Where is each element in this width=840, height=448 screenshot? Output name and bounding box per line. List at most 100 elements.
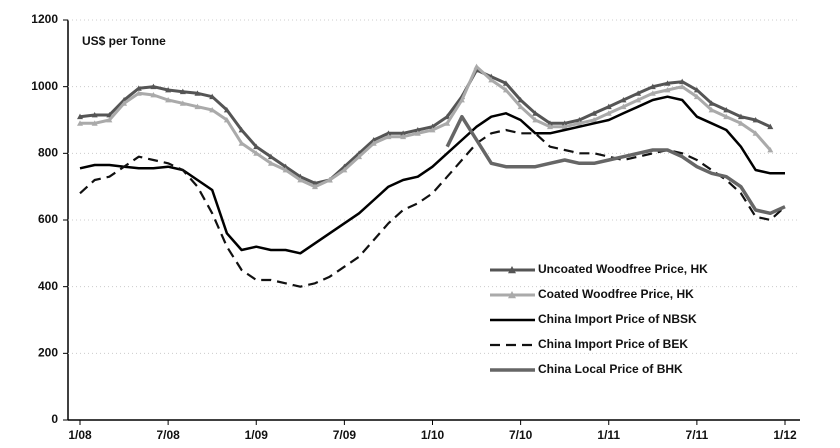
point-marker: [708, 107, 715, 113]
point-marker: [370, 140, 377, 146]
point-marker: [620, 103, 627, 110]
point-marker: [253, 143, 260, 150]
point-marker: [561, 120, 568, 126]
point-marker: [297, 177, 304, 183]
point-marker: [649, 90, 656, 96]
x-tick-label: 1/11: [597, 428, 620, 442]
point-marker: [106, 117, 113, 123]
y-tick-label: 1200: [31, 12, 58, 26]
point-marker: [664, 87, 671, 93]
point-marker: [473, 63, 480, 70]
point-marker: [194, 90, 201, 96]
point-marker: [91, 112, 98, 118]
point-marker: [561, 123, 568, 130]
point-marker: [605, 103, 612, 110]
point-marker: [400, 133, 407, 140]
point-marker: [400, 130, 407, 136]
x-tick-label: 7/09: [333, 428, 357, 442]
point-marker: [135, 90, 142, 96]
legend-label: Coated Woodfree Price, HK: [538, 287, 694, 301]
point-marker: [165, 97, 172, 103]
point-marker: [679, 78, 686, 85]
legend-label: China Import Price of NBSK: [538, 312, 697, 326]
point-marker: [723, 107, 730, 113]
point-marker: [150, 92, 157, 98]
legend-label: China Import Price of BEK: [538, 337, 688, 351]
x-tick-label: 7/08: [156, 428, 180, 442]
point-marker: [135, 85, 142, 91]
point-marker: [620, 97, 627, 103]
series-line: [79, 95, 785, 255]
point-marker: [121, 100, 128, 106]
point-marker: [414, 130, 421, 136]
point-marker: [179, 88, 186, 95]
point-marker: [77, 120, 83, 126]
point-marker: [209, 107, 216, 113]
x-tick-label: 7/10: [509, 428, 533, 442]
point-marker: [723, 113, 730, 120]
point-marker: [223, 107, 230, 113]
point-marker: [267, 160, 274, 166]
point-marker: [223, 117, 230, 123]
point-marker: [385, 130, 392, 136]
x-tick-label: 7/11: [686, 428, 709, 442]
y-tick-label: 400: [38, 279, 58, 293]
point-marker: [649, 83, 656, 90]
point-marker: [356, 153, 363, 160]
legend-label: China Local Price of BHK: [538, 362, 683, 376]
point-marker: [767, 123, 774, 130]
point-marker: [444, 113, 451, 120]
point-marker: [209, 93, 216, 100]
point-marker: [605, 110, 612, 116]
point-marker: [576, 120, 583, 126]
y-tick-label: 0: [51, 412, 58, 426]
point-marker: [341, 167, 348, 173]
y-tick-label: 800: [38, 146, 58, 160]
point-marker: [179, 100, 186, 106]
point-marker: [458, 97, 465, 103]
legend-marker: [508, 291, 516, 299]
point-marker: [767, 147, 774, 153]
point-marker: [547, 123, 553, 130]
series-line: [80, 65, 772, 189]
point-marker: [635, 90, 642, 96]
point-marker: [576, 117, 583, 123]
point-marker: [91, 120, 98, 126]
point-marker: [194, 103, 201, 110]
x-tick-label: 1/12: [773, 428, 797, 442]
point-marker: [150, 83, 157, 90]
point-marker: [693, 93, 700, 100]
legend-label: Uncoated Woodfree Price, HK: [538, 262, 708, 276]
unit-label: US$ per Tonne: [82, 34, 166, 48]
point-marker: [679, 83, 686, 90]
series-line: [79, 68, 771, 185]
point-marker: [77, 113, 83, 120]
point-marker: [488, 77, 495, 83]
point-marker: [253, 150, 260, 156]
point-marker: [591, 117, 598, 123]
y-tick-label: 200: [38, 346, 58, 360]
y-tick-label: 1000: [31, 79, 58, 93]
point-marker: [502, 87, 509, 93]
point-marker: [267, 153, 274, 160]
point-marker: [752, 130, 759, 136]
point-marker: [532, 117, 539, 123]
x-tick-label: 1/08: [68, 428, 92, 442]
x-tick-label: 1/10: [421, 428, 445, 442]
point-marker: [517, 103, 524, 110]
point-marker: [106, 112, 113, 118]
point-marker: [502, 80, 509, 86]
point-marker: [282, 167, 289, 173]
x-tick-label: 1/09: [245, 428, 269, 442]
point-marker: [693, 87, 700, 93]
point-marker: [385, 133, 392, 140]
point-marker: [238, 127, 245, 133]
series-line: [445, 114, 786, 216]
point-marker: [591, 110, 598, 116]
point-marker: [444, 120, 451, 126]
point-marker: [517, 97, 524, 103]
point-marker: [635, 97, 642, 103]
point-marker: [737, 113, 744, 120]
point-marker: [326, 177, 333, 183]
